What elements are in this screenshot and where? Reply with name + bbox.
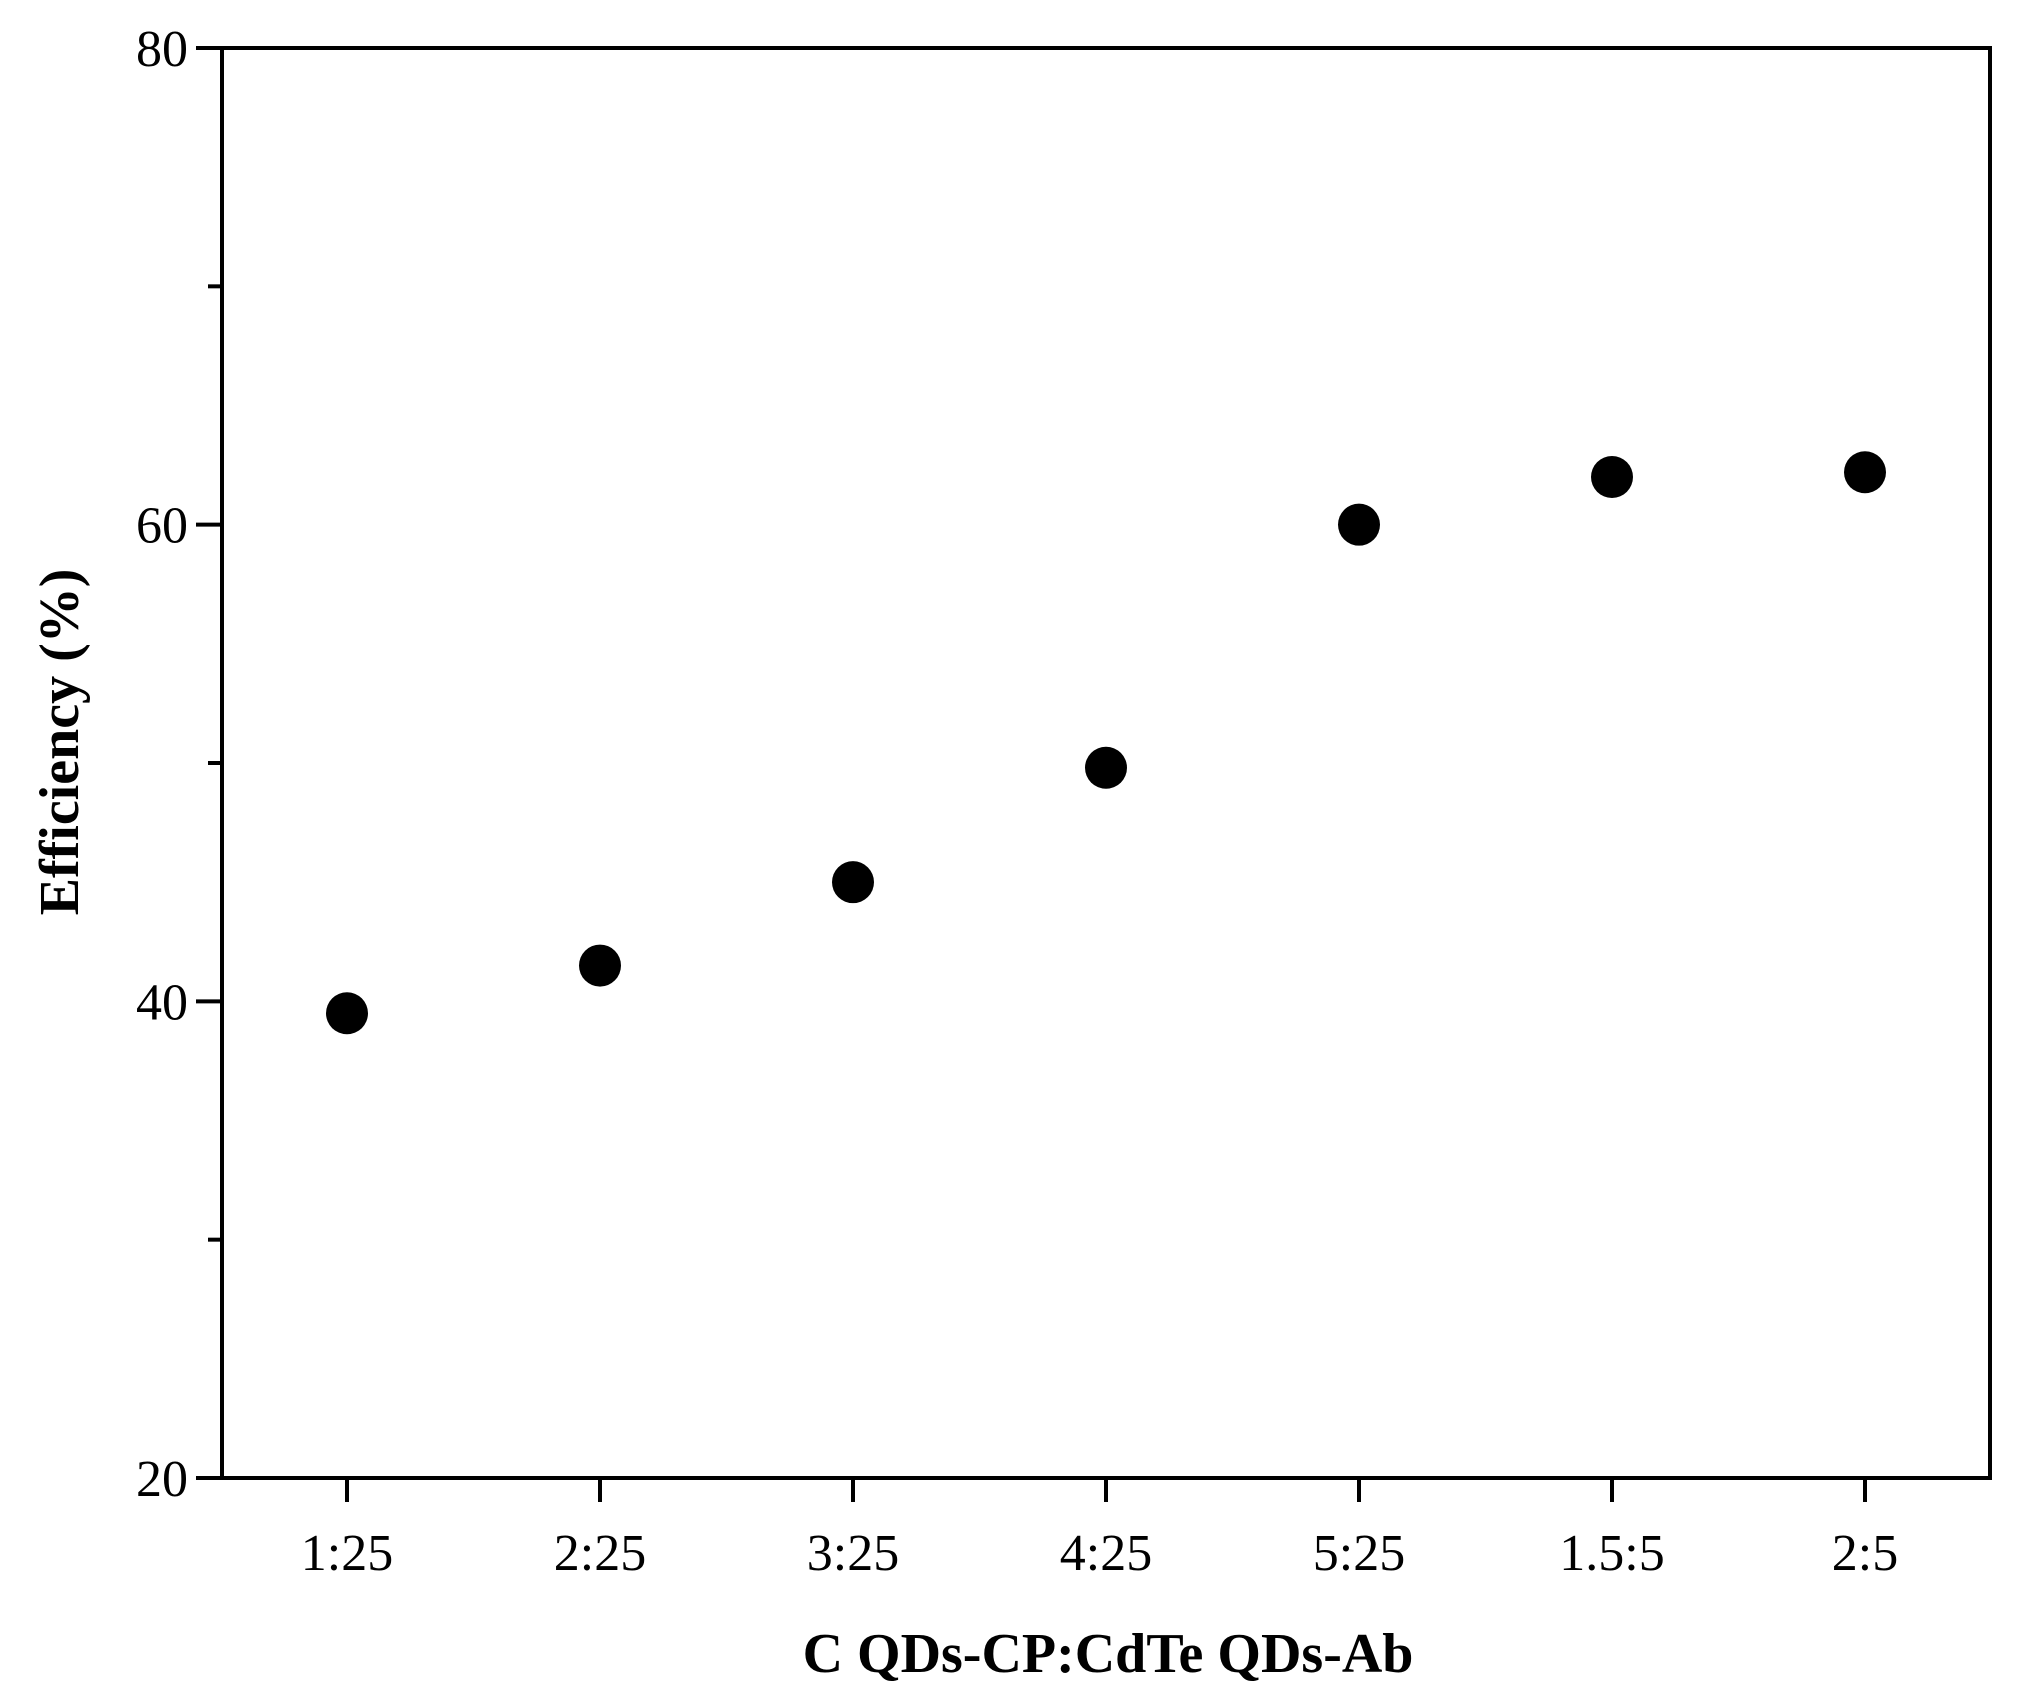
data-point — [579, 944, 621, 987]
y-axis-title: Efficiency (%) — [29, 569, 91, 916]
data-point — [832, 861, 874, 904]
y-axis: 20 40 60 80 — [136, 21, 222, 1508]
x-tick-label: 1.5:5 — [1559, 1525, 1664, 1582]
data-point — [326, 992, 368, 1035]
x-axis: 1:25 2:25 3:25 4:25 5:25 1.5:5 2:5 — [301, 1478, 1898, 1582]
data-series — [326, 451, 1886, 1035]
x-tick-label: 1:25 — [301, 1525, 393, 1582]
data-point — [1844, 451, 1886, 494]
x-axis-title: C QDs-CP:CdTe QDs-Ab — [803, 1623, 1414, 1685]
data-point — [1085, 746, 1127, 789]
y-tick-label: 20 — [136, 1451, 188, 1508]
x-tick-label: 5:25 — [1313, 1525, 1405, 1582]
y-tick-label: 80 — [136, 21, 188, 78]
x-tick-label: 2:5 — [1832, 1525, 1898, 1582]
y-tick-label: 40 — [136, 974, 188, 1031]
x-tick-label: 3:25 — [807, 1525, 899, 1582]
x-tick-label: 4:25 — [1060, 1525, 1152, 1582]
x-tick-label: 2:25 — [554, 1525, 646, 1582]
y-tick-label: 60 — [136, 498, 188, 555]
data-point — [1591, 456, 1633, 498]
data-point — [1338, 503, 1380, 546]
